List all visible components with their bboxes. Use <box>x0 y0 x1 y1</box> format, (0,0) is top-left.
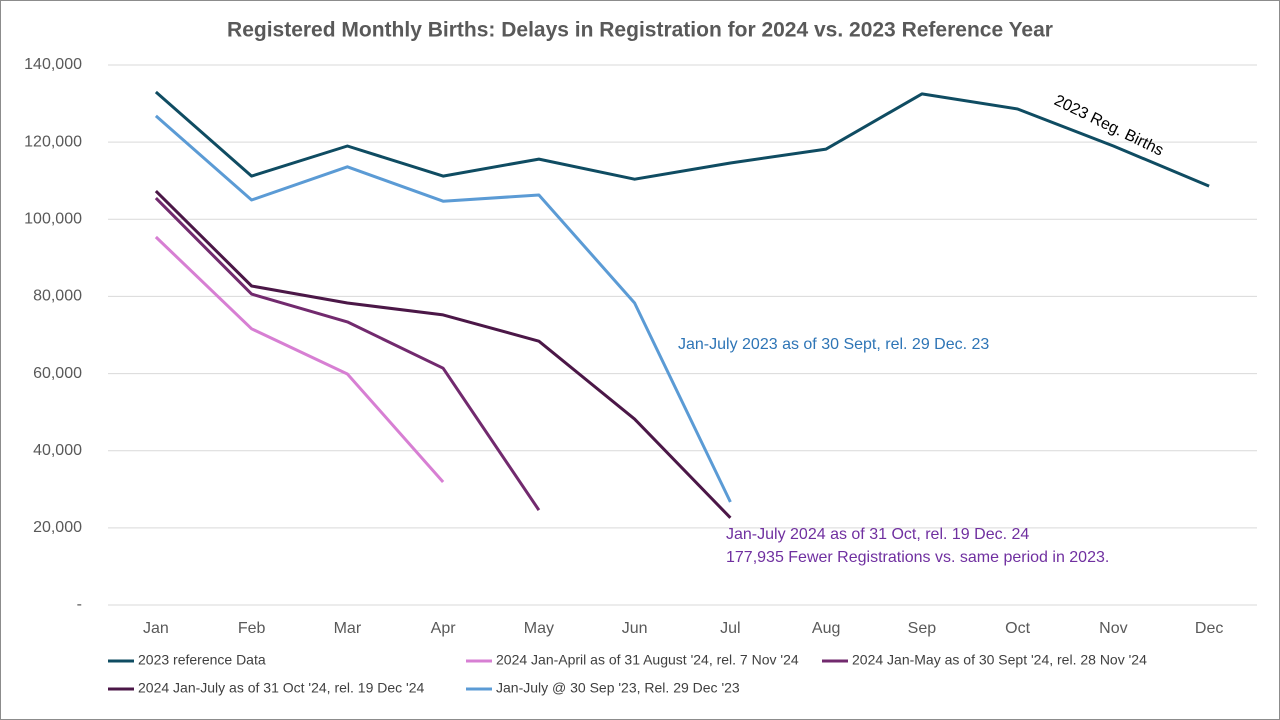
x-tick-label: Jul <box>720 620 740 637</box>
x-tick-label: Oct <box>1005 620 1030 637</box>
x-tick-label: Apr <box>431 620 457 637</box>
x-tick-label: Nov <box>1099 620 1127 637</box>
y-tick-label: 120,000 <box>24 133 82 150</box>
chart-title: Registered Monthly Births: Delays in Reg… <box>227 19 1053 42</box>
x-tick-label: Sep <box>908 620 937 637</box>
y-tick-label: 140,000 <box>24 56 82 73</box>
y-tick-label: 100,000 <box>24 211 82 228</box>
annotation: 177,935 Fewer Registrations vs. same per… <box>726 549 1109 566</box>
series-line <box>154 90 1210 188</box>
legend-label: 2023 reference Data <box>138 652 266 668</box>
x-tick-label: Mar <box>334 620 362 637</box>
x-tick-label: Jan <box>143 620 169 637</box>
x-tick-label: May <box>524 620 554 637</box>
x-tick-label: Feb <box>238 620 266 637</box>
legend-label: Jan-July @ 30 Sep '23, Rel. 29 Dec '23 <box>496 680 740 696</box>
y-tick-label: - <box>77 596 82 613</box>
series-line <box>154 190 732 519</box>
y-tick-label: 40,000 <box>33 442 82 459</box>
series-line <box>154 114 732 503</box>
y-tick-label: 20,000 <box>33 519 82 536</box>
x-tick-label: Jun <box>622 620 648 637</box>
series-line <box>154 235 445 483</box>
x-tick-label: Dec <box>1195 620 1223 637</box>
annotation: Jan-July 2023 as of 30 Sept, rel. 29 Dec… <box>678 336 989 353</box>
series-line <box>154 197 541 511</box>
y-tick-label: 60,000 <box>33 365 82 382</box>
x-tick-label: Aug <box>812 620 840 637</box>
annotation: Jan-July 2024 as of 31 Oct, rel. 19 Dec.… <box>726 526 1029 543</box>
legend-label: 2024 Jan-July as of 31 Oct '24, rel. 19 … <box>138 680 424 696</box>
legend-label: 2024 Jan-April as of 31 August '24, rel.… <box>496 652 799 668</box>
y-tick-label: 80,000 <box>33 288 82 305</box>
legend-label: 2024 Jan-May as of 30 Sept '24, rel. 28 … <box>852 652 1147 668</box>
